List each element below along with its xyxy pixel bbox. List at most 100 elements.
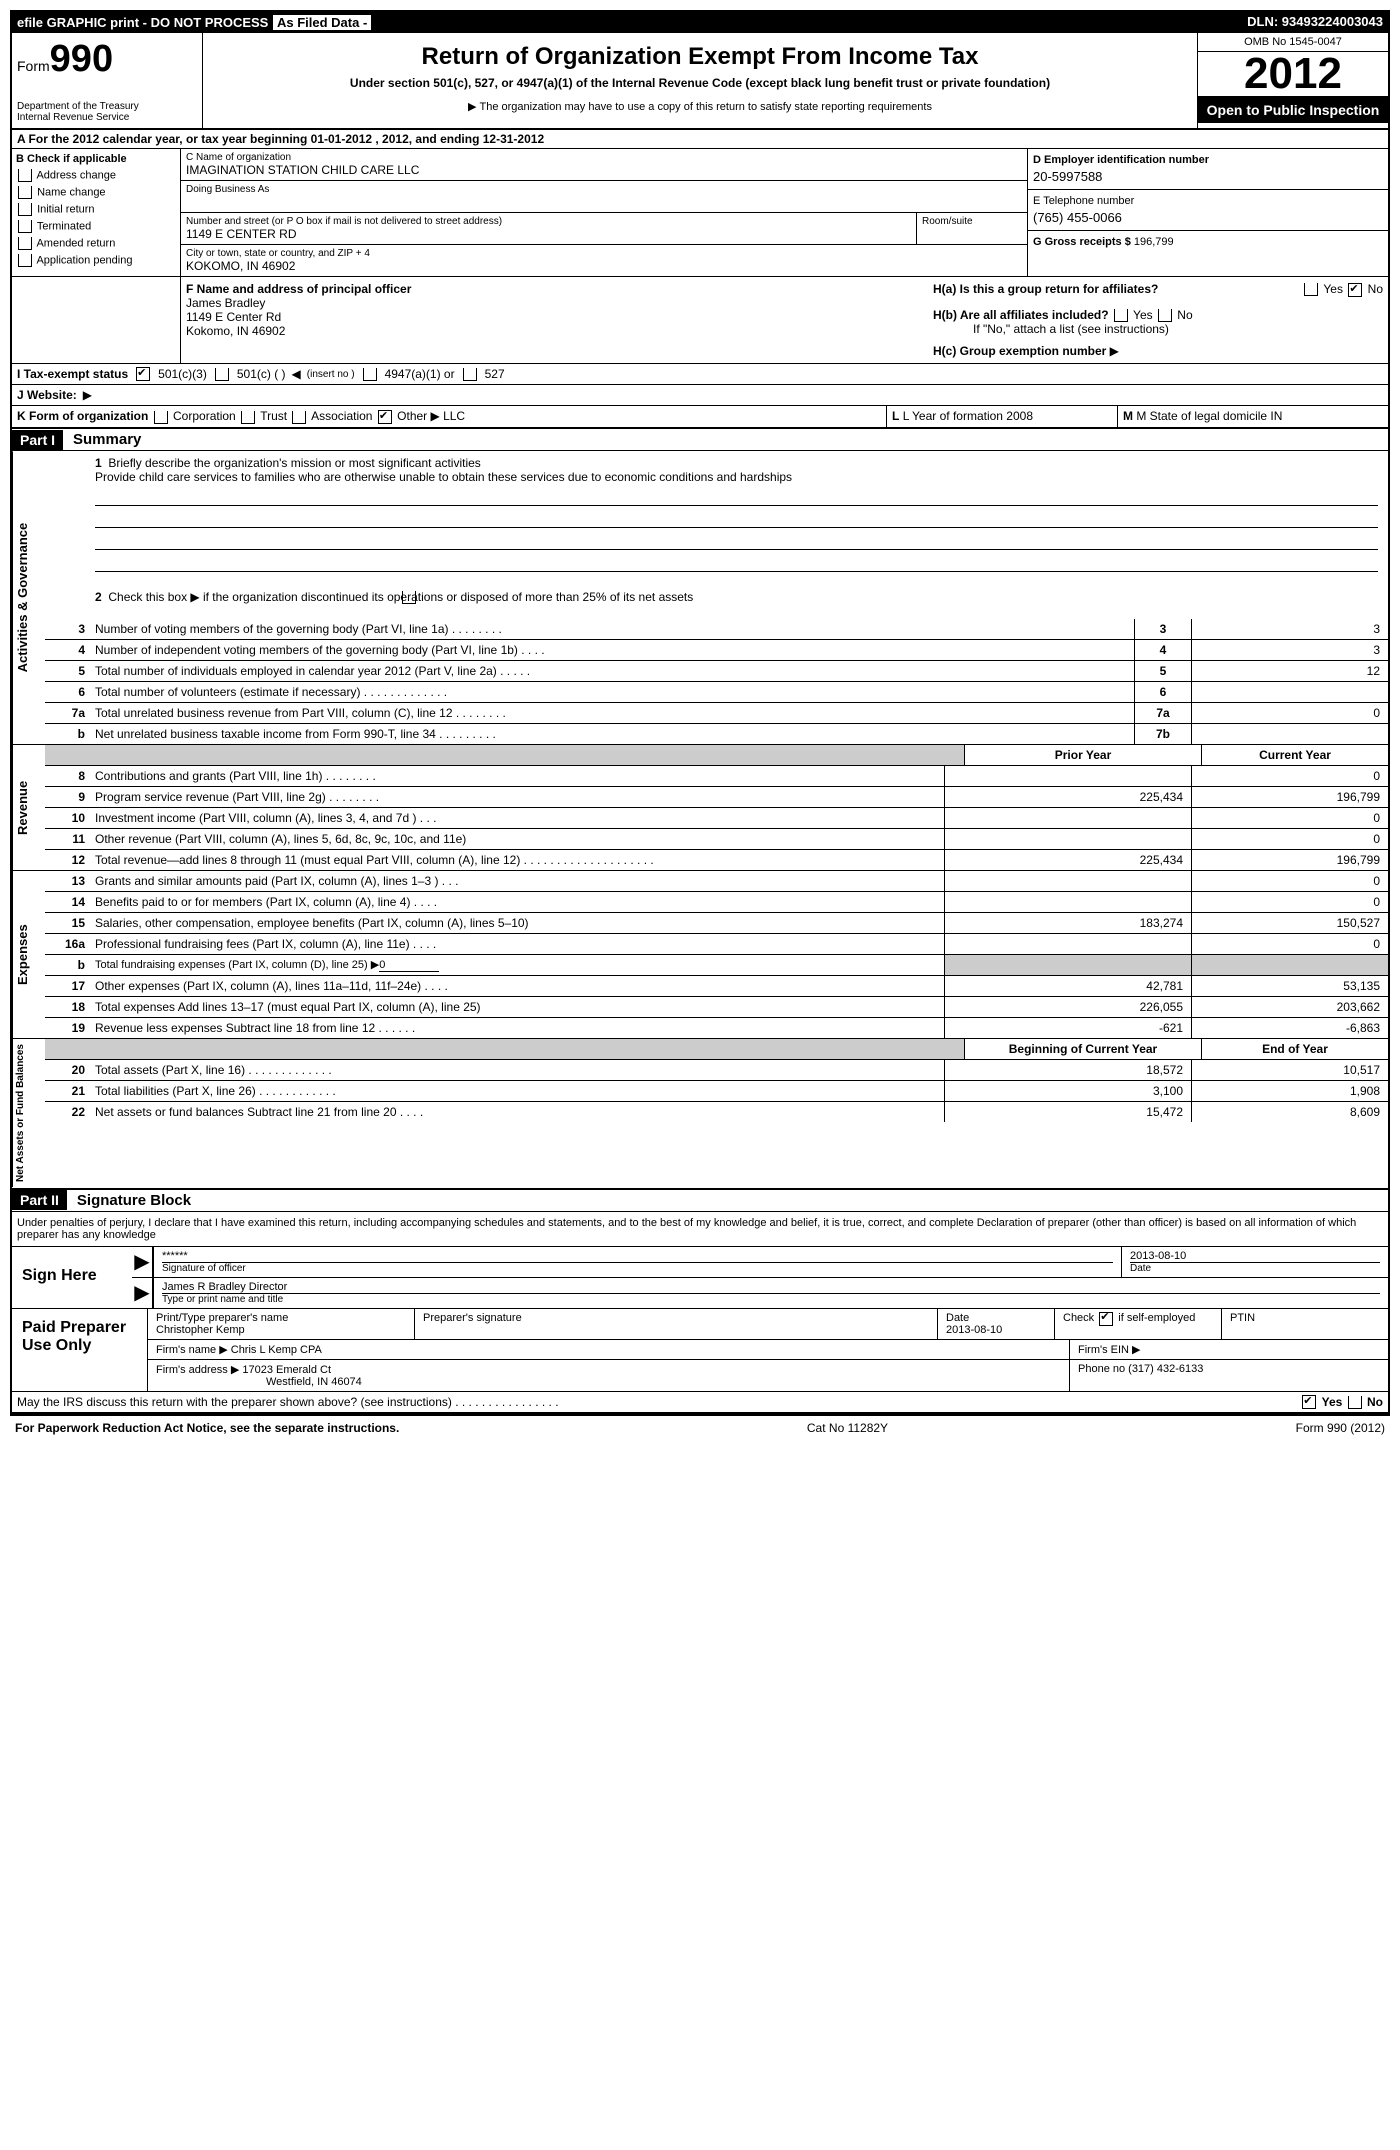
cat-no: Cat No 11282Y: [807, 1421, 888, 1435]
form-title: Return of Organization Exempt From Incom…: [208, 43, 1192, 71]
org-name-cell: C Name of organization IMAGINATION STATI…: [181, 149, 1027, 181]
section-expenses: Expenses 13Grants and similar amounts pa…: [12, 871, 1388, 1039]
ein-cell: D Employer identification number 20-5997…: [1028, 149, 1388, 190]
sig-arrow-icon-2: ▶: [132, 1278, 154, 1308]
section-h: H(a) Is this a group return for affiliat…: [928, 277, 1388, 363]
prep-row-1: Print/Type preparer's nameChristopher Ke…: [148, 1309, 1388, 1340]
discuss-row: May the IRS discuss this return with the…: [12, 1392, 1388, 1415]
paid-preparer-label: Paid Preparer Use Only: [12, 1309, 148, 1391]
gov-line-4: 4Number of independent voting members of…: [45, 640, 1388, 661]
net-line-20: 20Total assets (Part X, line 16) . . . .…: [45, 1060, 1388, 1081]
sig-row-1: ▶ ****** Signature of officer 2013-08-10…: [132, 1247, 1388, 1278]
sig-row-2: ▶ James R Bradley Director Type or print…: [132, 1278, 1388, 1308]
cb-amended[interactable]: Amended return: [16, 237, 176, 250]
cb-discontinued[interactable]: [402, 591, 416, 604]
hb-yes[interactable]: [1114, 309, 1128, 322]
top-bar: efile GRAPHIC print - DO NOT PROCESS As …: [12, 12, 1388, 33]
cb-initial-return[interactable]: Initial return: [16, 203, 176, 216]
h-c: H(c) Group exemption number ▶: [933, 344, 1383, 358]
rev-line-12: 12Total revenue—add lines 8 through 11 (…: [45, 850, 1388, 870]
gov-line-6: 6Total number of volunteers (estimate if…: [45, 682, 1388, 703]
section-b: B Check if applicable Address change Nam…: [12, 149, 181, 276]
cb-assoc[interactable]: [292, 411, 306, 424]
exp-line-14: 14Benefits paid to or for members (Part …: [45, 892, 1388, 913]
rev-line-8: 8Contributions and grants (Part VIII, li…: [45, 766, 1388, 787]
form-subtitle: Under section 501(c), 527, or 4947(a)(1)…: [208, 76, 1192, 90]
cb-name-change[interactable]: Name change: [16, 186, 176, 199]
cb-527[interactable]: [463, 368, 477, 381]
sig-arrow-icon: ▶: [132, 1247, 154, 1277]
city-cell: City or town, state or country, and ZIP …: [181, 245, 1027, 276]
exp-line-17: 17Other expenses (Part IX, column (A), l…: [45, 976, 1388, 997]
form-note: The organization may have to use a copy …: [208, 100, 1192, 113]
net-line-22: 22Net assets or fund balances Subtract l…: [45, 1102, 1388, 1122]
rev-header: Prior Year Current Year: [45, 745, 1388, 766]
phone-cell: E Telephone number (765) 455-0066: [1028, 190, 1388, 231]
side-expenses: Expenses: [12, 871, 45, 1038]
header-right: OMB No 1545-0047 2012 Open to Public Ins…: [1197, 33, 1388, 128]
ha-yes[interactable]: [1304, 283, 1318, 296]
section-bcd: B Check if applicable Address change Nam…: [12, 149, 1388, 277]
net-line-21: 21Total liabilities (Part X, line 26) . …: [45, 1081, 1388, 1102]
section-revenue: Revenue Prior Year Current Year 8Contrib…: [12, 745, 1388, 871]
k-year-formation: L L Year of formation 2008: [886, 406, 1117, 427]
side-net: Net Assets or Fund Balances: [12, 1039, 45, 1187]
cb-discuss-no[interactable]: [1348, 1396, 1362, 1409]
gov-line-b: bNet unrelated business taxable income f…: [45, 724, 1388, 744]
row-a-period: A For the 2012 calendar year, or tax yea…: [12, 130, 1388, 149]
prep-row-3: Firm's address ▶ 17023 Emerald Ct Westfi…: [148, 1360, 1388, 1391]
header: Form990 Department of the Treasury Inter…: [12, 33, 1388, 130]
form-990-container: efile GRAPHIC print - DO NOT PROCESS As …: [10, 10, 1390, 1416]
gov-line-5: 5Total number of individuals employed in…: [45, 661, 1388, 682]
cb-terminated[interactable]: Terminated: [16, 220, 176, 233]
cb-501c[interactable]: [215, 368, 229, 381]
gov-line-7a: 7aTotal unrelated business revenue from …: [45, 703, 1388, 724]
cb-pending[interactable]: Application pending: [16, 254, 176, 267]
side-revenue: Revenue: [12, 745, 45, 870]
prep-row-2: Firm's name ▶ Chris L Kemp CPA Firm's EI…: [148, 1340, 1388, 1360]
street-cell: Number and street (or P O box if mail is…: [181, 213, 1027, 245]
rev-line-10: 10Investment income (Part VIII, column (…: [45, 808, 1388, 829]
rev-line-11: 11Other revenue (Part VIII, column (A), …: [45, 829, 1388, 850]
row-j: J Website: ▶: [12, 385, 1388, 406]
inspection-notice: Open to Public Inspection: [1198, 97, 1388, 123]
exp-line-13: 13Grants and similar amounts paid (Part …: [45, 871, 1388, 892]
paperwork-notice: For Paperwork Reduction Act Notice, see …: [15, 1421, 399, 1435]
form-number: Form990: [17, 38, 197, 81]
efile-notice: efile GRAPHIC print - DO NOT PROCESS As …: [17, 14, 372, 31]
cb-self-employed[interactable]: [1099, 1312, 1113, 1326]
exp-line-b: bTotal fundraising expenses (Part IX, co…: [45, 955, 1388, 976]
gross-cell: G Gross receipts $ 196,799: [1028, 231, 1388, 253]
row-i: I Tax-exempt status 501(c)(3) 501(c) ( )…: [12, 364, 1388, 385]
section-net-assets: Net Assets or Fund Balances Beginning of…: [12, 1039, 1388, 1189]
part-1-header: Part I Summary: [12, 429, 1388, 451]
cb-corp[interactable]: [154, 411, 168, 424]
paid-preparer-block: Paid Preparer Use Only Print/Type prepar…: [12, 1309, 1388, 1392]
h-b: H(b) Are all affiliates included? Yes No…: [933, 308, 1383, 336]
hb-no[interactable]: [1158, 309, 1172, 322]
header-left: Form990 Department of the Treasury Inter…: [12, 33, 203, 128]
as-filed-box: As Filed Data -: [272, 14, 372, 31]
part-2-header: Part II Signature Block: [12, 1190, 1388, 1212]
q2-block: 2 Check this box ▶ if the organization d…: [45, 580, 1388, 619]
cb-other[interactable]: [378, 410, 392, 424]
cb-address-change[interactable]: Address change: [16, 169, 176, 182]
cb-4947[interactable]: [363, 368, 377, 381]
header-center: Return of Organization Exempt From Incom…: [203, 33, 1197, 128]
section-d: D Employer identification number 20-5997…: [1027, 149, 1388, 276]
section-b-header: B Check if applicable: [16, 153, 176, 165]
dept-treasury: Department of the Treasury: [17, 101, 197, 112]
q1-block: 1 Briefly describe the organization's mi…: [45, 451, 1388, 580]
sign-here-label: Sign Here: [12, 1247, 132, 1308]
exp-line-19: 19Revenue less expenses Subtract line 18…: [45, 1018, 1388, 1038]
ha-no[interactable]: [1348, 283, 1362, 297]
exp-line-16a: 16aProfessional fundraising fees (Part I…: [45, 934, 1388, 955]
cb-trust[interactable]: [241, 411, 255, 424]
cb-501c3[interactable]: [136, 367, 150, 381]
declaration: Under penalties of perjury, I declare th…: [12, 1212, 1388, 1247]
k-form-org: K Form of organization Corporation Trust…: [12, 406, 886, 427]
cb-discuss-yes[interactable]: [1302, 1395, 1316, 1409]
section-fgh: F Name and address of principal officer …: [12, 277, 1388, 364]
form-ref: Form 990 (2012): [1296, 1421, 1385, 1435]
row-k: K Form of organization Corporation Trust…: [12, 406, 1388, 429]
